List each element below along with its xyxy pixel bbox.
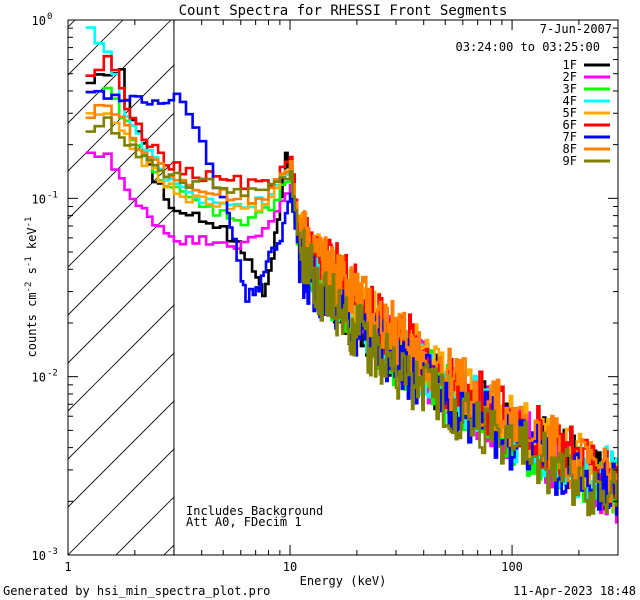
annotation-attenuator: Att A0, FDecim 1 bbox=[186, 515, 302, 529]
hatch-line bbox=[68, 20, 76, 28]
y-tick-label: 10 bbox=[32, 192, 46, 206]
series-line-9F bbox=[85, 116, 618, 517]
plot-frame bbox=[67, 19, 619, 556]
hatch-line bbox=[68, 400, 174, 508]
hatch-line bbox=[68, 304, 174, 412]
y-tick-label: 10 bbox=[32, 549, 46, 563]
x-tick-label: 10 bbox=[283, 560, 297, 574]
legend-label-2F: 2F bbox=[563, 70, 577, 84]
x-tick-label: 1 bbox=[64, 560, 71, 574]
footer-timestamp: 11-Apr-2023 18:48 bbox=[513, 584, 636, 598]
legend-label-6F: 6F bbox=[563, 118, 577, 132]
legend-label-5F: 5F bbox=[563, 106, 577, 120]
y-tick-label: 10 bbox=[32, 14, 46, 28]
legend-label-7F: 7F bbox=[563, 130, 577, 144]
y-tick-exponent: -2 bbox=[47, 369, 58, 379]
legend-label-8F: 8F bbox=[563, 142, 577, 156]
y-tick-exponent: -3 bbox=[47, 547, 58, 557]
hatch-line bbox=[68, 352, 174, 460]
x-tick-label: 100 bbox=[501, 560, 523, 574]
annotation-background: Includes Background bbox=[186, 504, 323, 518]
y-tick-exponent: -1 bbox=[47, 190, 58, 200]
time-range-label: 03:24:00 to 03:25:00 bbox=[456, 40, 601, 54]
y-tick-exponent: 0 bbox=[47, 12, 52, 22]
hatch-line bbox=[68, 208, 174, 316]
x-axis-label: Energy (keV) bbox=[300, 574, 387, 588]
hatch-line bbox=[68, 112, 174, 220]
footer-generated-by: Generated by hsi_min_spectra_plot.pro bbox=[3, 584, 270, 598]
chart-title: Count Spectra for RHESSI Front Segments bbox=[179, 3, 508, 19]
x-tick-labels: 1 10 100 bbox=[64, 560, 523, 574]
date-label: 7-Jun-2007 bbox=[540, 22, 612, 36]
hatch-line bbox=[68, 20, 172, 124]
hatch-line bbox=[68, 256, 174, 364]
legend-label-1F: 1F bbox=[563, 58, 577, 72]
y-tick-label: 10 bbox=[32, 371, 46, 385]
y-axis-label: counts cm-2 s-1 keV-1 bbox=[24, 217, 39, 358]
series-line-8F bbox=[85, 103, 618, 503]
hatch-line bbox=[0, 20, 27, 555]
hatch-line bbox=[68, 448, 174, 555]
legend-label-3F: 3F bbox=[563, 82, 577, 96]
axis-ticks bbox=[67, 19, 619, 556]
legend-label-9F: 9F bbox=[563, 154, 577, 168]
legend-label-4F: 4F bbox=[563, 94, 577, 108]
series-group bbox=[85, 26, 618, 524]
hatch-line bbox=[68, 20, 124, 76]
